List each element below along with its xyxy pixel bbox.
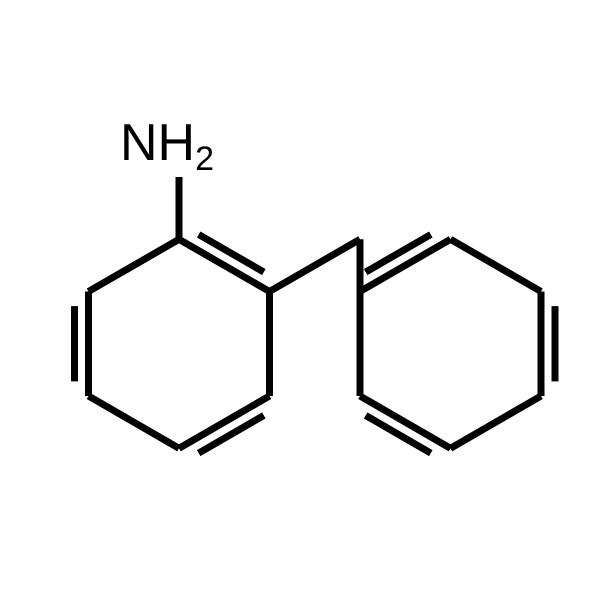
molecule-diagram: NH2	[0, 0, 600, 600]
nh2-label-sub: 2	[195, 140, 214, 178]
nh2-label-main: NH	[120, 114, 195, 172]
